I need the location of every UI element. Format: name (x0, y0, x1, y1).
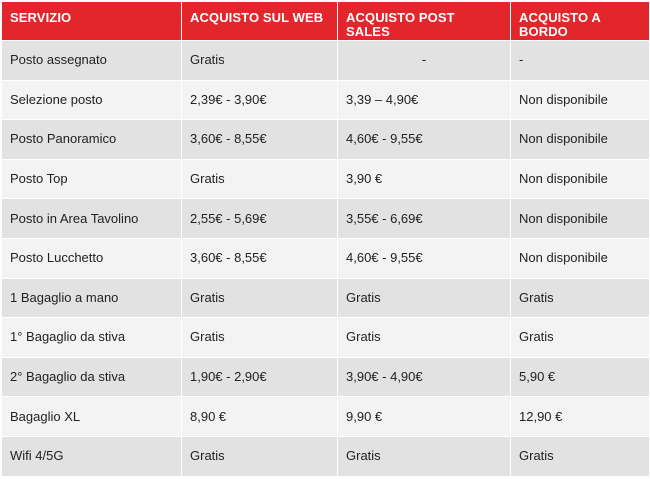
cell-servizio: Posto Lucchetto (1, 237, 182, 279)
table-row: 1 Bagaglio a mano Gratis Gratis Gratis (1, 277, 650, 319)
cell-bordo: Non disponibile (510, 237, 650, 279)
cell-bordo: Non disponibile (510, 79, 650, 121)
cell-bordo: Non disponibile (510, 119, 650, 160)
cell-bordo: Non disponibile (510, 198, 650, 239)
table-row: Posto in Area Tavolino 2,55€ - 5,69€ 3,5… (1, 198, 650, 239)
cell-web: 2,55€ - 5,69€ (181, 198, 338, 239)
table-row: 1° Bagaglio da stiva Gratis Gratis Grati… (1, 317, 650, 358)
header-acquisto-bordo: ACQUISTO A BORDO (510, 1, 650, 41)
cell-bordo: 12,90 € (510, 396, 650, 437)
table-row: Posto assegnato Gratis - - (1, 40, 650, 81)
cell-web: 3,60€ - 8,55€ (181, 119, 338, 160)
cell-web: Gratis (181, 317, 338, 358)
cell-web: Gratis (181, 277, 338, 319)
table-row: Bagaglio XL 8,90 € 9,90 € 12,90 € (1, 396, 650, 437)
cell-post-sales: 4,60€ - 9,55€ (337, 237, 511, 279)
cell-post-sales: - (337, 40, 511, 81)
cell-web: 1,90€ - 2,90€ (181, 356, 338, 398)
cell-bordo: Gratis (510, 435, 650, 477)
cell-servizio: Wifi 4/5G (1, 435, 182, 477)
table-row: Posto Top Gratis 3,90 € Non disponibile (1, 158, 650, 200)
cell-servizio: 1° Bagaglio da stiva (1, 317, 182, 358)
cell-servizio: Posto Top (1, 158, 182, 200)
cell-servizio: 2° Bagaglio da stiva (1, 356, 182, 398)
header-acquisto-post-sales: ACQUISTO POST SALES (337, 1, 511, 41)
table-row: Posto Lucchetto 3,60€ - 8,55€ 4,60€ - 9,… (1, 237, 650, 279)
cell-post-sales: 9,90 € (337, 396, 511, 437)
table-header-row: SERVIZIO ACQUISTO SUL WEB ACQUISTO POST … (1, 1, 650, 41)
cell-web: Gratis (181, 158, 338, 200)
cell-bordo: - (510, 40, 650, 81)
cell-post-sales: 3,55€ - 6,69€ (337, 198, 511, 239)
cell-servizio: Posto assegnato (1, 40, 182, 81)
table-row: Posto Panoramico 3,60€ - 8,55€ 4,60€ - 9… (1, 119, 650, 160)
table-row: 2° Bagaglio da stiva 1,90€ - 2,90€ 3,90€… (1, 356, 650, 398)
cell-web: 8,90 € (181, 396, 338, 437)
table-row: Wifi 4/5G Gratis Gratis Gratis (1, 435, 650, 477)
cell-servizio: Selezione posto (1, 79, 182, 121)
cell-servizio: 1 Bagaglio a mano (1, 277, 182, 319)
cell-post-sales: 3,39 – 4,90€ (337, 79, 511, 121)
cell-bordo: 5,90 € (510, 356, 650, 398)
cell-post-sales: 3,90 € (337, 158, 511, 200)
cell-post-sales: 3,90€ - 4,90€ (337, 356, 511, 398)
cell-post-sales: Gratis (337, 277, 511, 319)
cell-post-sales: Gratis (337, 435, 511, 477)
table-row: Selezione posto 2,39€ - 3,90€ 3,39 – 4,9… (1, 79, 650, 121)
cell-web: Gratis (181, 435, 338, 477)
cell-bordo: Non disponibile (510, 158, 650, 200)
cell-servizio: Posto Panoramico (1, 119, 182, 160)
cell-bordo: Gratis (510, 277, 650, 319)
header-servizio: SERVIZIO (1, 1, 182, 41)
cell-servizio: Posto in Area Tavolino (1, 198, 182, 239)
cell-web: 2,39€ - 3,90€ (181, 79, 338, 121)
cell-post-sales: Gratis (337, 317, 511, 358)
cell-bordo: Gratis (510, 317, 650, 358)
cell-servizio: Bagaglio XL (1, 396, 182, 437)
cell-web: Gratis (181, 40, 338, 81)
cell-post-sales: 4,60€ - 9,55€ (337, 119, 511, 160)
header-acquisto-web: ACQUISTO SUL WEB (181, 1, 338, 41)
cell-web: 3,60€ - 8,55€ (181, 237, 338, 279)
